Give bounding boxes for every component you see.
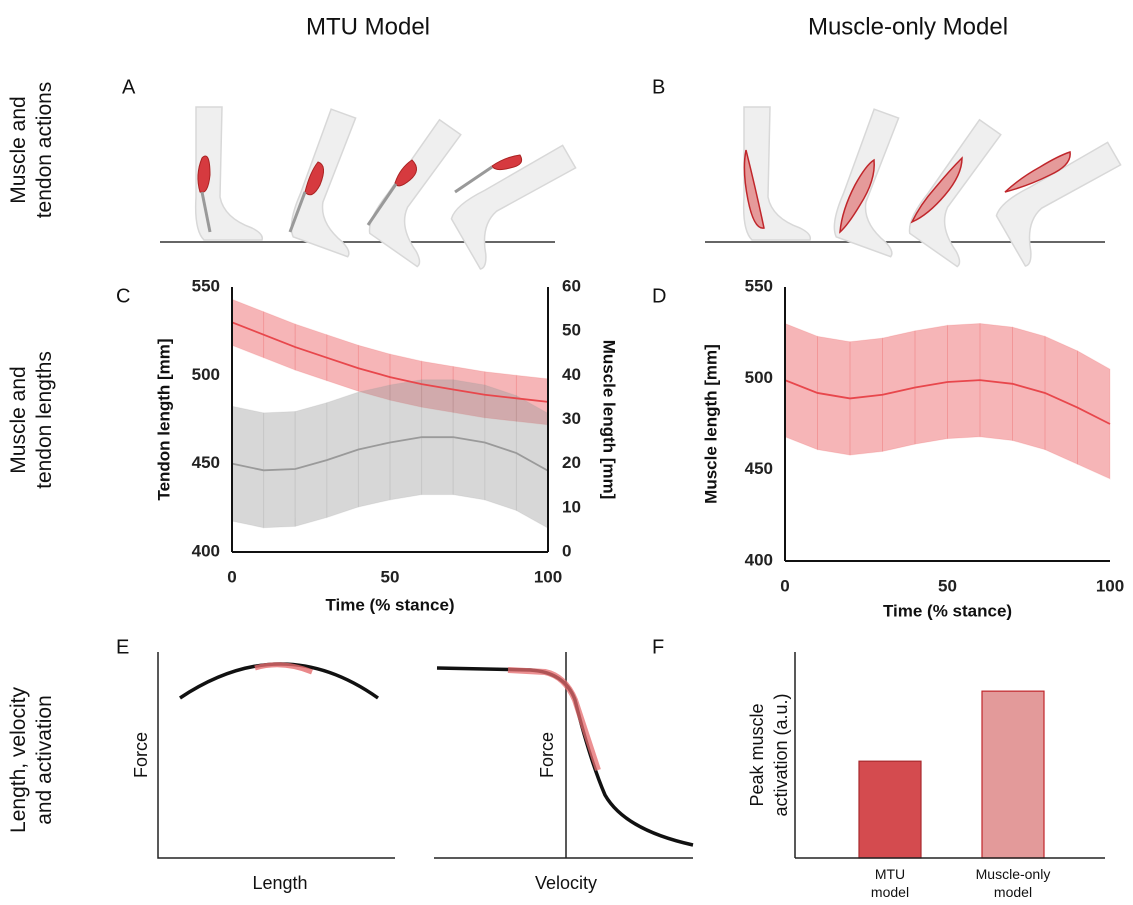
column-title: Muscle-only Model bbox=[808, 13, 1008, 40]
y-axis-label: Muscle length [mm] bbox=[701, 344, 720, 504]
x-tick-label: 0 bbox=[227, 567, 236, 586]
line bbox=[231, 436, 549, 472]
y-axis-label: Peak muscle activation (a.u.) bbox=[747, 693, 791, 816]
x-tick-label: 100 bbox=[1096, 576, 1124, 595]
x-tick-label: 50 bbox=[938, 576, 957, 595]
x-tick-label: MTU model bbox=[871, 866, 909, 900]
y2-axis-label: Muscle length [mm] bbox=[600, 340, 619, 500]
panel-letter: A bbox=[122, 76, 136, 98]
x-tick-label: 0 bbox=[780, 576, 789, 595]
panel-letter: F bbox=[652, 636, 664, 658]
y-tick-label: 400 bbox=[192, 541, 220, 560]
y-tick-label: 550 bbox=[192, 276, 220, 295]
line bbox=[231, 321, 549, 403]
y2-tick-label: 0 bbox=[562, 541, 571, 560]
x-tick-label: 100 bbox=[534, 567, 562, 586]
leg-illustrations bbox=[705, 106, 1133, 268]
length-force-plot: Force Length bbox=[131, 652, 395, 893]
y-tick-label: 500 bbox=[192, 365, 220, 384]
bar bbox=[981, 690, 1045, 859]
row-label: Length, velocity and activation bbox=[7, 687, 56, 833]
panel-letter: B bbox=[652, 76, 665, 98]
panel-letter: E bbox=[116, 636, 129, 658]
y-tick-label: 400 bbox=[745, 550, 773, 569]
y2-tick-label: 50 bbox=[562, 321, 581, 340]
x-axis-label: Time (% stance) bbox=[883, 601, 1012, 620]
x-tick-label: 50 bbox=[381, 567, 400, 586]
y-tick-label: 500 bbox=[745, 368, 773, 387]
axis-label: Force bbox=[537, 732, 557, 778]
row-label: Muscle and tendon lengths bbox=[7, 351, 56, 489]
y2-tick-label: 40 bbox=[562, 365, 581, 384]
line bbox=[784, 379, 1111, 425]
axis-label: Length bbox=[252, 873, 307, 893]
axis-label: Force bbox=[131, 732, 151, 778]
bar bbox=[858, 760, 922, 859]
leg-illustrations bbox=[160, 106, 597, 271]
y-tick-label: 450 bbox=[745, 459, 773, 478]
x-axis-label: Time (% stance) bbox=[325, 595, 454, 614]
y-axis-label: Tendon length [mm] bbox=[154, 338, 173, 500]
axis-label: Velocity bbox=[535, 873, 597, 893]
y2-tick-label: 10 bbox=[562, 497, 581, 516]
column-title: MTU Model bbox=[306, 13, 430, 40]
y-tick-label: 550 bbox=[745, 276, 773, 295]
x-tick-label: Muscle-only model bbox=[976, 866, 1051, 900]
panel-letter: D bbox=[652, 285, 666, 307]
y2-tick-label: 20 bbox=[562, 453, 581, 472]
y2-tick-label: 60 bbox=[562, 276, 581, 295]
y-tick-label: 450 bbox=[192, 453, 220, 472]
panel-letter: C bbox=[116, 285, 130, 307]
y2-tick-label: 30 bbox=[562, 409, 581, 428]
velocity-force-plot: Force Velocity bbox=[434, 652, 694, 893]
row-label: Muscle and tendon actions bbox=[7, 82, 56, 219]
